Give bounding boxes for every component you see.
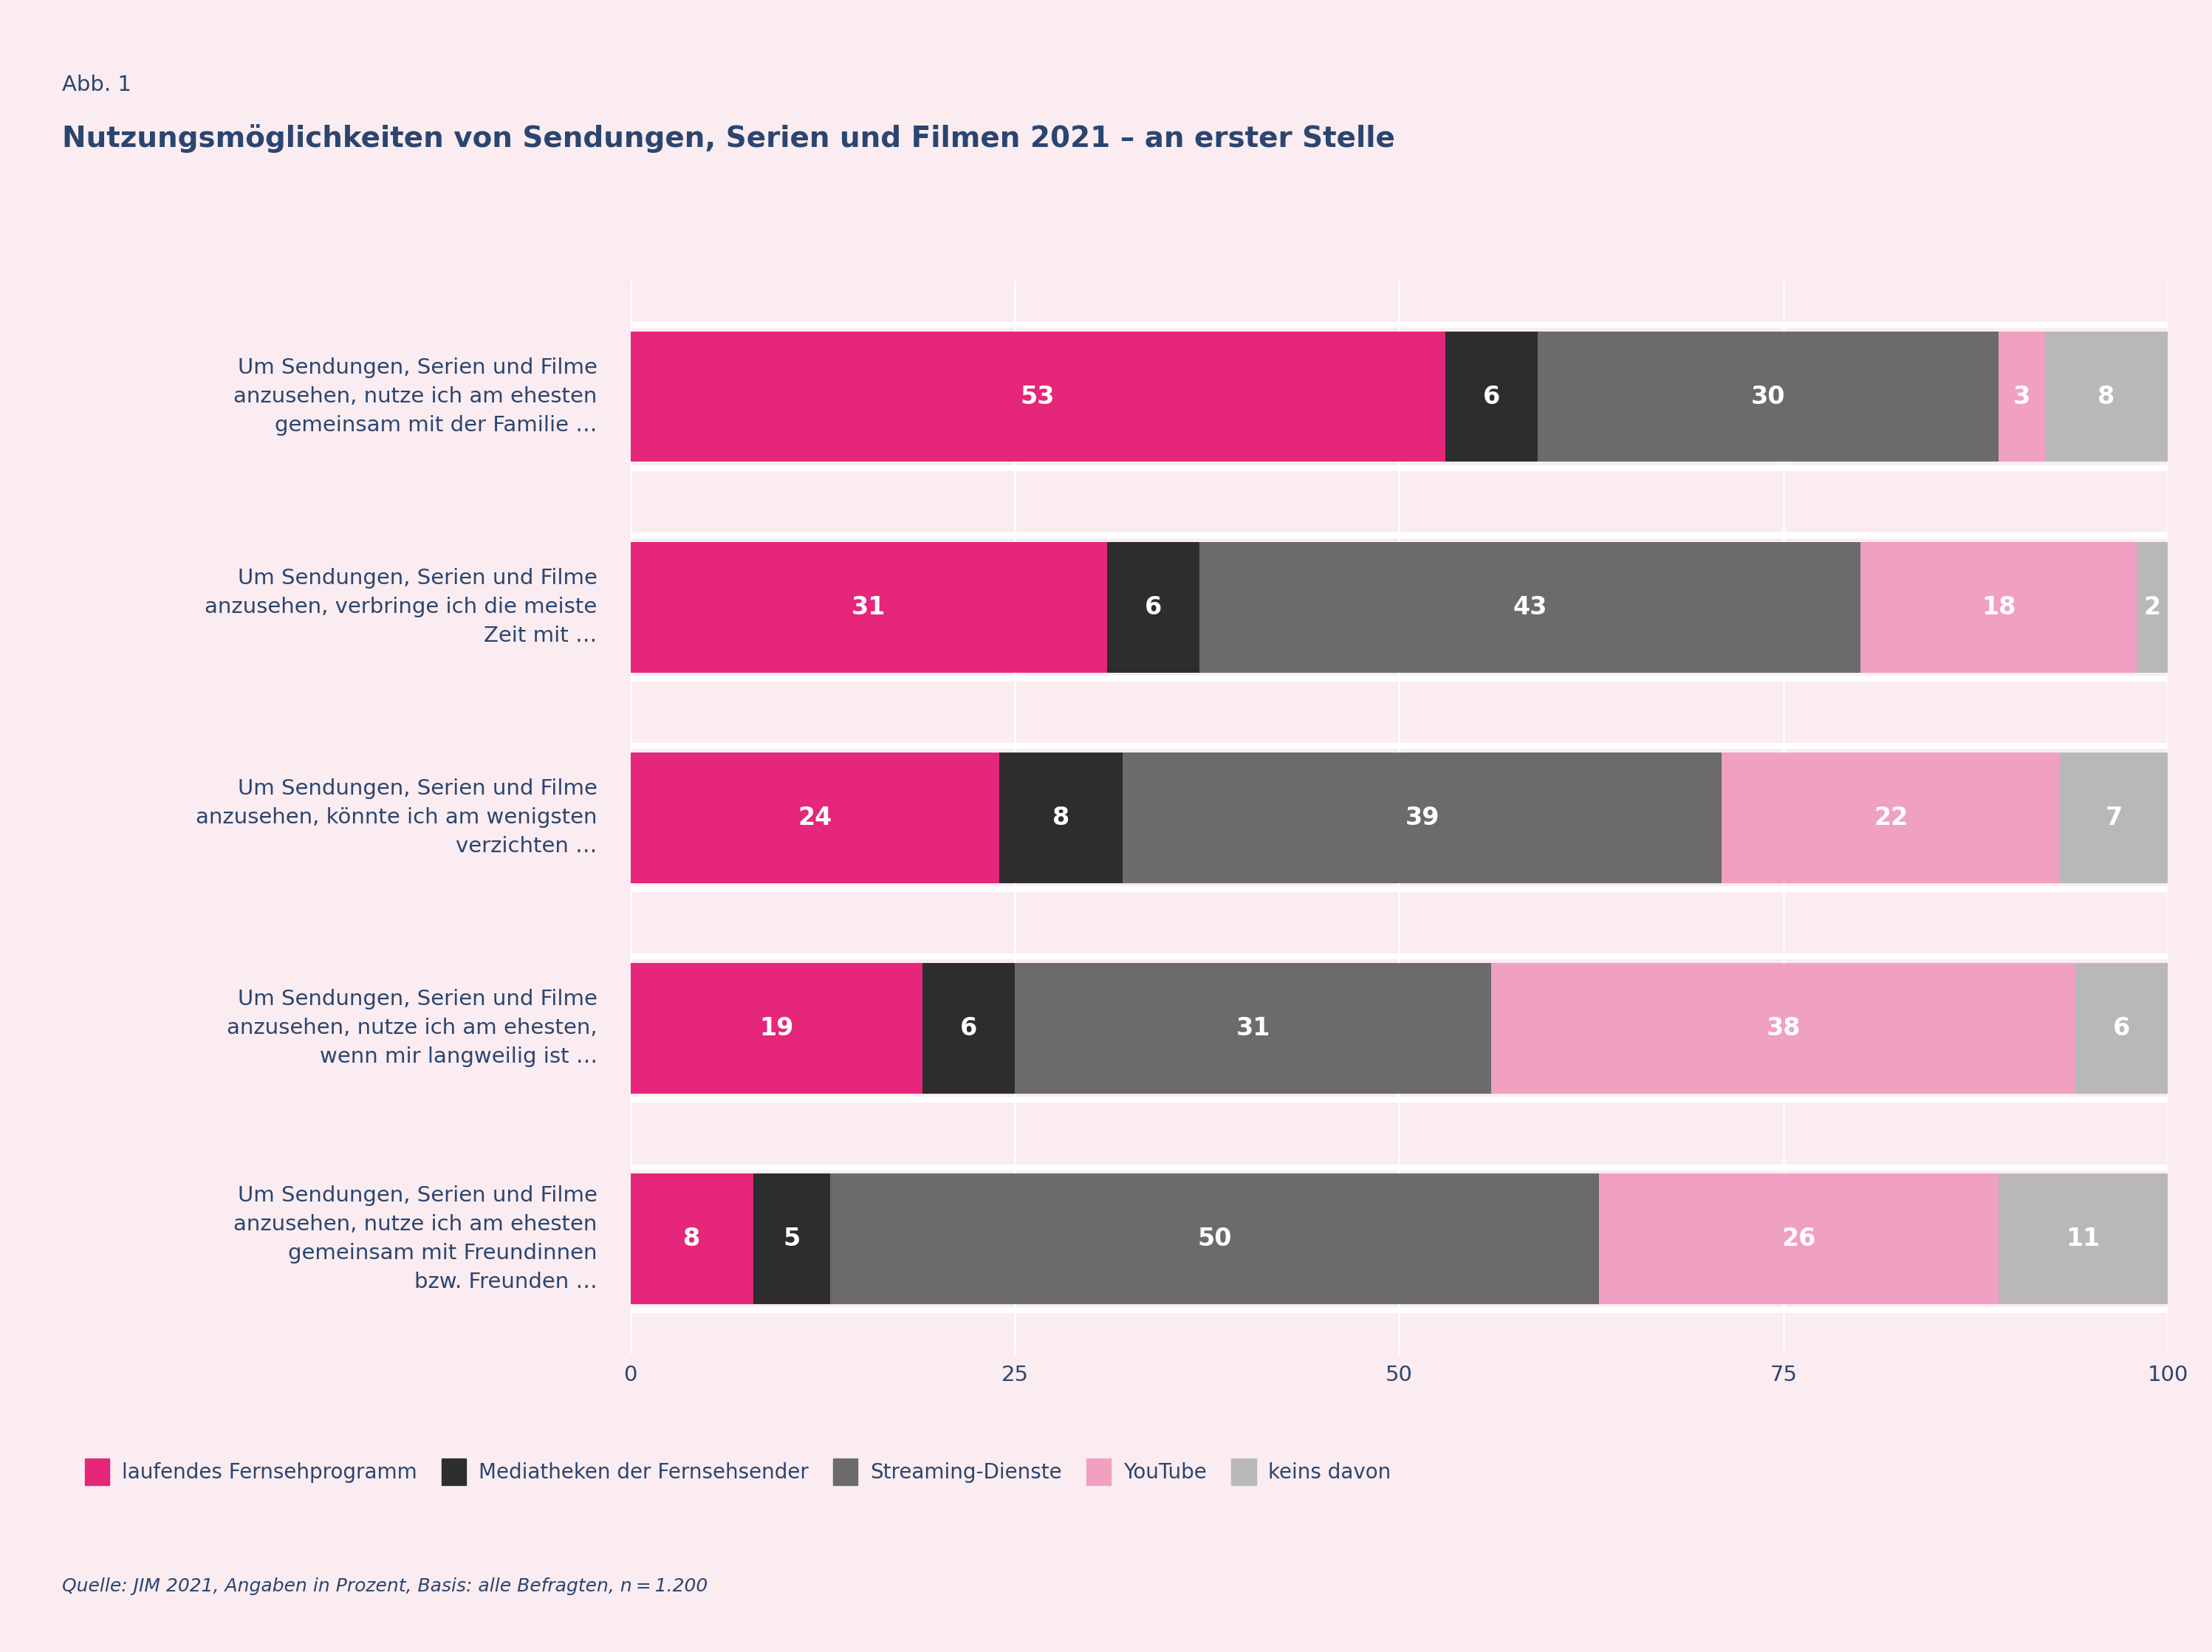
Bar [1000,752,1121,884]
Bar [630,963,922,1094]
Text: 53: 53 [1020,385,1055,408]
Text: 8: 8 [2097,385,2115,408]
Bar [1491,963,2075,1094]
Text: 38: 38 [1765,1016,1801,1041]
Text: 6: 6 [1144,595,1161,620]
Text: 6: 6 [1482,385,1500,408]
Text: 6: 6 [960,1016,978,1041]
Text: 43: 43 [1513,595,1546,620]
Bar [2075,963,2168,1094]
Text: 24: 24 [799,806,832,829]
Bar [630,752,1000,884]
Text: 8: 8 [1053,806,1068,829]
Bar [754,1173,830,1303]
Text: 2: 2 [2143,595,2161,620]
Bar [1121,752,1721,884]
Bar [1860,542,2137,672]
Bar [1444,332,1537,463]
Bar [2000,332,2044,463]
Text: 30: 30 [1752,385,1785,408]
Bar [630,332,1444,463]
Text: Um Sendungen, Serien und Filme
anzusehen, verbringe ich die meiste
Zeit mit …: Um Sendungen, Serien und Filme anzusehen… [206,568,597,646]
Text: Um Sendungen, Serien und Filme
anzusehen, nutze ich am ehesten
gemeinsam mit Fre: Um Sendungen, Serien und Filme anzusehen… [234,1184,597,1292]
Text: 39: 39 [1405,806,1440,829]
Bar [2044,332,2168,463]
Text: 11: 11 [2066,1227,2099,1251]
Bar [1537,332,2000,463]
Text: Quelle: JIM 2021, Angaben in Prozent, Basis: alle Befragten, n = 1.200: Quelle: JIM 2021, Angaben in Prozent, Ba… [62,1578,708,1596]
Text: Um Sendungen, Serien und Filme
anzusehen, nutze ich am ehesten
gemeinsam mit der: Um Sendungen, Serien und Filme anzusehen… [234,357,597,436]
Bar [1199,542,1860,672]
Bar [1106,542,1199,672]
Bar [2059,752,2168,884]
Bar [1721,752,2059,884]
Text: 19: 19 [759,1016,794,1041]
Bar [1599,1173,2000,1303]
Bar [630,1173,754,1303]
Legend: laufendes Fernsehprogramm, Mediatheken der Fernsehsender, Streaming-Dienste, You: laufendes Fernsehprogramm, Mediatheken d… [77,1450,1400,1493]
Bar [1015,963,1491,1094]
Text: 26: 26 [1781,1227,1816,1251]
Text: Abb. 1: Abb. 1 [62,74,131,96]
Bar [830,1173,1599,1303]
Text: 31: 31 [852,595,885,620]
Text: 3: 3 [2013,385,2031,408]
Text: Um Sendungen, Serien und Filme
anzusehen, könnte ich am wenigsten
verzichten …: Um Sendungen, Serien und Filme anzusehen… [197,778,597,857]
Text: 18: 18 [1982,595,2015,620]
Bar [922,963,1015,1094]
Text: 31: 31 [1237,1016,1270,1041]
Text: 7: 7 [2106,806,2124,829]
Bar [2137,542,2168,672]
Text: 50: 50 [1197,1227,1232,1251]
Bar [630,542,1106,672]
Bar [2000,1173,2168,1303]
Text: Nutzungsmöglichkeiten von Sendungen, Serien und Filmen 2021 – an erster Stelle: Nutzungsmöglichkeiten von Sendungen, Ser… [62,124,1396,152]
Text: 6: 6 [2112,1016,2130,1041]
Text: 5: 5 [783,1227,801,1251]
Text: 22: 22 [1874,806,1909,829]
Text: 8: 8 [684,1227,701,1251]
Text: Um Sendungen, Serien und Filme
anzusehen, nutze ich am ehesten,
wenn mir langwei: Um Sendungen, Serien und Filme anzusehen… [228,990,597,1067]
